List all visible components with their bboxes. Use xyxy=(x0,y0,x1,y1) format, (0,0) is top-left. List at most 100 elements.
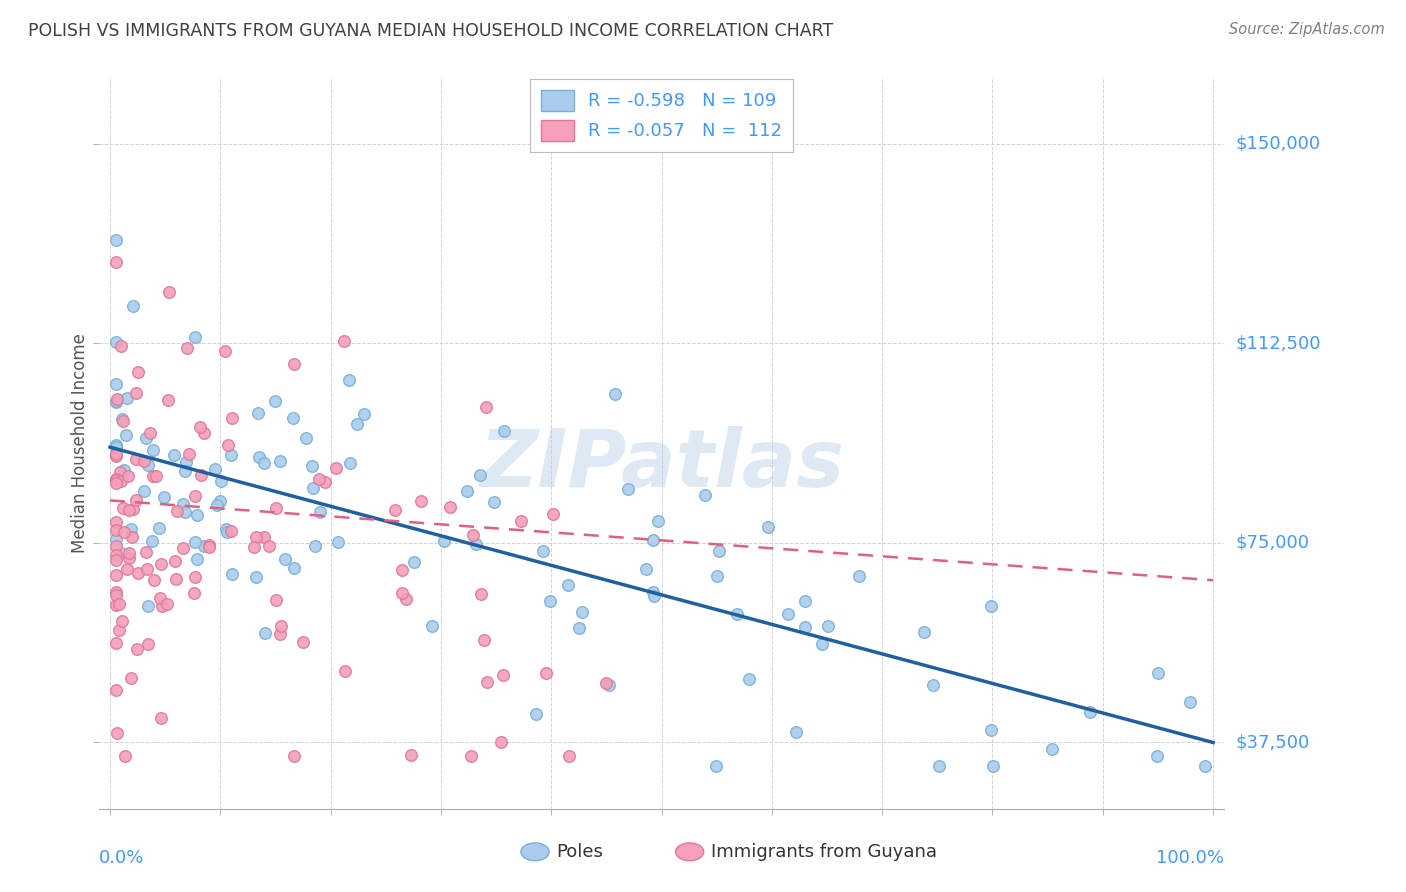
Point xyxy=(176,341,198,355)
Point xyxy=(304,539,326,553)
Point xyxy=(538,594,561,608)
Point xyxy=(148,521,170,535)
Point xyxy=(219,448,242,462)
Point xyxy=(346,417,368,431)
Point xyxy=(337,373,360,387)
Point xyxy=(104,447,127,461)
Point xyxy=(120,671,142,685)
Point xyxy=(598,678,620,692)
Point xyxy=(112,463,135,477)
Point xyxy=(104,548,127,562)
Point xyxy=(756,519,779,533)
Point xyxy=(172,497,194,511)
Point xyxy=(135,545,157,559)
Point xyxy=(1147,665,1170,680)
Point xyxy=(198,537,221,551)
Point xyxy=(193,426,215,441)
Point xyxy=(253,625,276,640)
Point xyxy=(785,725,807,739)
Point xyxy=(221,411,243,425)
Point xyxy=(149,591,172,605)
Point xyxy=(269,627,291,641)
Point xyxy=(616,483,638,497)
Point xyxy=(138,637,160,651)
Point xyxy=(536,666,558,681)
Point xyxy=(104,568,127,582)
Point xyxy=(150,557,173,571)
Point xyxy=(174,455,197,469)
Point xyxy=(595,676,617,690)
Point xyxy=(484,495,506,509)
Point xyxy=(153,490,176,504)
Point xyxy=(104,438,127,452)
Point xyxy=(259,540,281,554)
Point xyxy=(219,524,242,538)
Text: 0.0%: 0.0% xyxy=(98,849,145,867)
Point xyxy=(104,449,127,463)
Point xyxy=(104,377,127,392)
Point xyxy=(402,555,425,569)
Point xyxy=(135,562,157,576)
Point xyxy=(125,641,148,656)
Point xyxy=(314,475,336,489)
Point xyxy=(981,759,1004,773)
Text: Source: ZipAtlas.com: Source: ZipAtlas.com xyxy=(1229,22,1385,37)
Point xyxy=(209,475,232,489)
Point xyxy=(264,500,287,515)
Point xyxy=(156,598,179,612)
Point xyxy=(173,464,195,478)
Point xyxy=(142,442,165,457)
Point xyxy=(927,759,949,773)
Point xyxy=(468,468,491,483)
Point xyxy=(249,450,271,464)
Point xyxy=(104,473,127,487)
Point xyxy=(104,516,127,530)
Point xyxy=(326,534,349,549)
Point xyxy=(221,566,243,581)
Point xyxy=(245,530,267,544)
Point xyxy=(384,502,406,516)
Point xyxy=(157,285,180,299)
Point xyxy=(204,462,226,476)
Point xyxy=(127,566,149,581)
Point xyxy=(104,682,127,697)
Point xyxy=(253,456,276,470)
Point xyxy=(1178,695,1201,709)
Point xyxy=(115,562,138,576)
Point xyxy=(470,587,492,601)
Point xyxy=(571,605,593,619)
Point xyxy=(283,357,305,371)
Point xyxy=(333,334,356,348)
Point xyxy=(172,541,194,555)
Point xyxy=(114,525,136,540)
Point xyxy=(190,467,212,482)
Point xyxy=(184,330,207,344)
Point xyxy=(186,508,208,522)
Point xyxy=(166,504,188,518)
Point xyxy=(531,544,554,558)
Point xyxy=(778,607,800,621)
Point xyxy=(122,299,145,313)
Point xyxy=(325,460,347,475)
Point xyxy=(353,407,375,421)
Point xyxy=(634,562,657,576)
Point xyxy=(150,599,173,614)
Point xyxy=(139,426,162,441)
Point xyxy=(209,493,232,508)
Point xyxy=(124,452,146,467)
Text: Immigrants from Guyana: Immigrants from Guyana xyxy=(711,843,936,861)
Point xyxy=(107,597,129,611)
Point xyxy=(848,568,870,582)
Point xyxy=(135,431,157,445)
Point xyxy=(125,386,148,401)
Point xyxy=(186,551,208,566)
Point xyxy=(308,472,330,486)
Point xyxy=(643,589,665,603)
Point xyxy=(183,489,205,503)
Point xyxy=(104,472,127,486)
Text: ZIPatlas: ZIPatlas xyxy=(479,426,844,504)
Point xyxy=(136,458,159,472)
Point xyxy=(524,706,547,721)
Point xyxy=(145,469,167,483)
Point xyxy=(270,618,292,632)
